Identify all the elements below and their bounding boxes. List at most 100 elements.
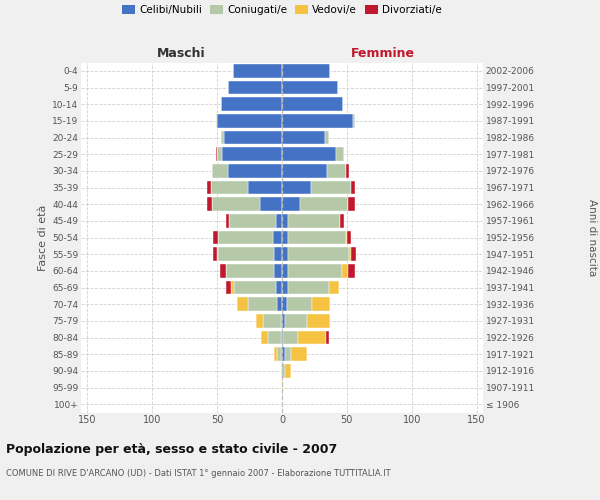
- Text: Maschi: Maschi: [157, 47, 206, 60]
- Bar: [282, 180, 311, 194]
- Text: Popolazione per età, sesso e stato civile - 2007: Popolazione per età, sesso e stato civil…: [6, 442, 337, 456]
- Bar: [256, 314, 263, 328]
- Bar: [277, 298, 282, 311]
- Text: Anni di nascita: Anni di nascita: [587, 199, 597, 276]
- Bar: [282, 330, 283, 344]
- Bar: [282, 280, 289, 294]
- Bar: [281, 364, 282, 378]
- Bar: [207, 198, 212, 211]
- Bar: [348, 198, 355, 211]
- Bar: [232, 280, 234, 294]
- Bar: [282, 98, 343, 111]
- Bar: [289, 280, 329, 294]
- Bar: [347, 230, 351, 244]
- Bar: [227, 80, 282, 94]
- Bar: [211, 180, 248, 194]
- Bar: [349, 248, 351, 261]
- Bar: [217, 114, 282, 128]
- Bar: [298, 330, 326, 344]
- Bar: [282, 198, 300, 211]
- Bar: [275, 280, 282, 294]
- Bar: [217, 248, 218, 261]
- Bar: [282, 80, 338, 94]
- Bar: [282, 264, 289, 278]
- Bar: [224, 130, 282, 144]
- Bar: [325, 130, 329, 144]
- Bar: [223, 148, 282, 161]
- Bar: [229, 214, 275, 228]
- Bar: [274, 248, 282, 261]
- Bar: [236, 298, 248, 311]
- Bar: [226, 280, 232, 294]
- Bar: [277, 348, 281, 361]
- Bar: [340, 214, 344, 228]
- Bar: [275, 214, 282, 228]
- Bar: [346, 230, 347, 244]
- Bar: [213, 248, 217, 261]
- Bar: [261, 330, 268, 344]
- Bar: [217, 148, 223, 161]
- Bar: [282, 130, 325, 144]
- Bar: [284, 348, 291, 361]
- Bar: [218, 230, 273, 244]
- Bar: [289, 248, 349, 261]
- Bar: [283, 330, 298, 344]
- Bar: [281, 314, 282, 328]
- Bar: [284, 314, 307, 328]
- Bar: [274, 264, 282, 278]
- Bar: [326, 330, 329, 344]
- Bar: [216, 148, 217, 161]
- Bar: [284, 364, 291, 378]
- Bar: [282, 364, 284, 378]
- Bar: [221, 130, 224, 144]
- Bar: [207, 180, 211, 194]
- Bar: [221, 98, 282, 111]
- Bar: [282, 214, 289, 228]
- Bar: [274, 348, 277, 361]
- Bar: [213, 230, 218, 244]
- Bar: [216, 114, 217, 128]
- Bar: [291, 348, 307, 361]
- Bar: [341, 264, 348, 278]
- Bar: [289, 264, 341, 278]
- Text: Femmine: Femmine: [350, 47, 415, 60]
- Bar: [226, 264, 274, 278]
- Bar: [311, 180, 351, 194]
- Bar: [234, 280, 275, 294]
- Bar: [282, 64, 330, 78]
- Legend: Celibi/Nubili, Coniugati/e, Vedovi/e, Divorziati/e: Celibi/Nubili, Coniugati/e, Vedovi/e, Di…: [122, 5, 442, 15]
- Bar: [282, 314, 284, 328]
- Bar: [282, 348, 284, 361]
- Bar: [282, 148, 337, 161]
- Bar: [260, 198, 282, 211]
- Bar: [282, 380, 283, 394]
- Bar: [227, 164, 282, 177]
- Bar: [300, 198, 348, 211]
- Bar: [287, 298, 312, 311]
- Bar: [282, 248, 289, 261]
- Bar: [351, 180, 355, 194]
- Bar: [273, 230, 282, 244]
- Bar: [226, 214, 229, 228]
- Y-axis label: Fasce di età: Fasce di età: [38, 204, 48, 270]
- Bar: [282, 298, 287, 311]
- Bar: [282, 114, 353, 128]
- Bar: [351, 248, 356, 261]
- Bar: [282, 164, 328, 177]
- Bar: [353, 114, 355, 128]
- Bar: [337, 148, 344, 161]
- Bar: [263, 314, 281, 328]
- Bar: [248, 180, 282, 194]
- Bar: [307, 314, 330, 328]
- Bar: [281, 330, 282, 344]
- Bar: [328, 164, 346, 177]
- Bar: [312, 298, 330, 311]
- Bar: [220, 264, 226, 278]
- Bar: [212, 164, 227, 177]
- Bar: [212, 198, 260, 211]
- Bar: [346, 164, 349, 177]
- Text: COMUNE DI RIVE D'ARCANO (UD) - Dati ISTAT 1° gennaio 2007 - Elaborazione TUTTITA: COMUNE DI RIVE D'ARCANO (UD) - Dati ISTA…: [6, 469, 391, 478]
- Bar: [268, 330, 281, 344]
- Bar: [348, 264, 355, 278]
- Bar: [281, 348, 282, 361]
